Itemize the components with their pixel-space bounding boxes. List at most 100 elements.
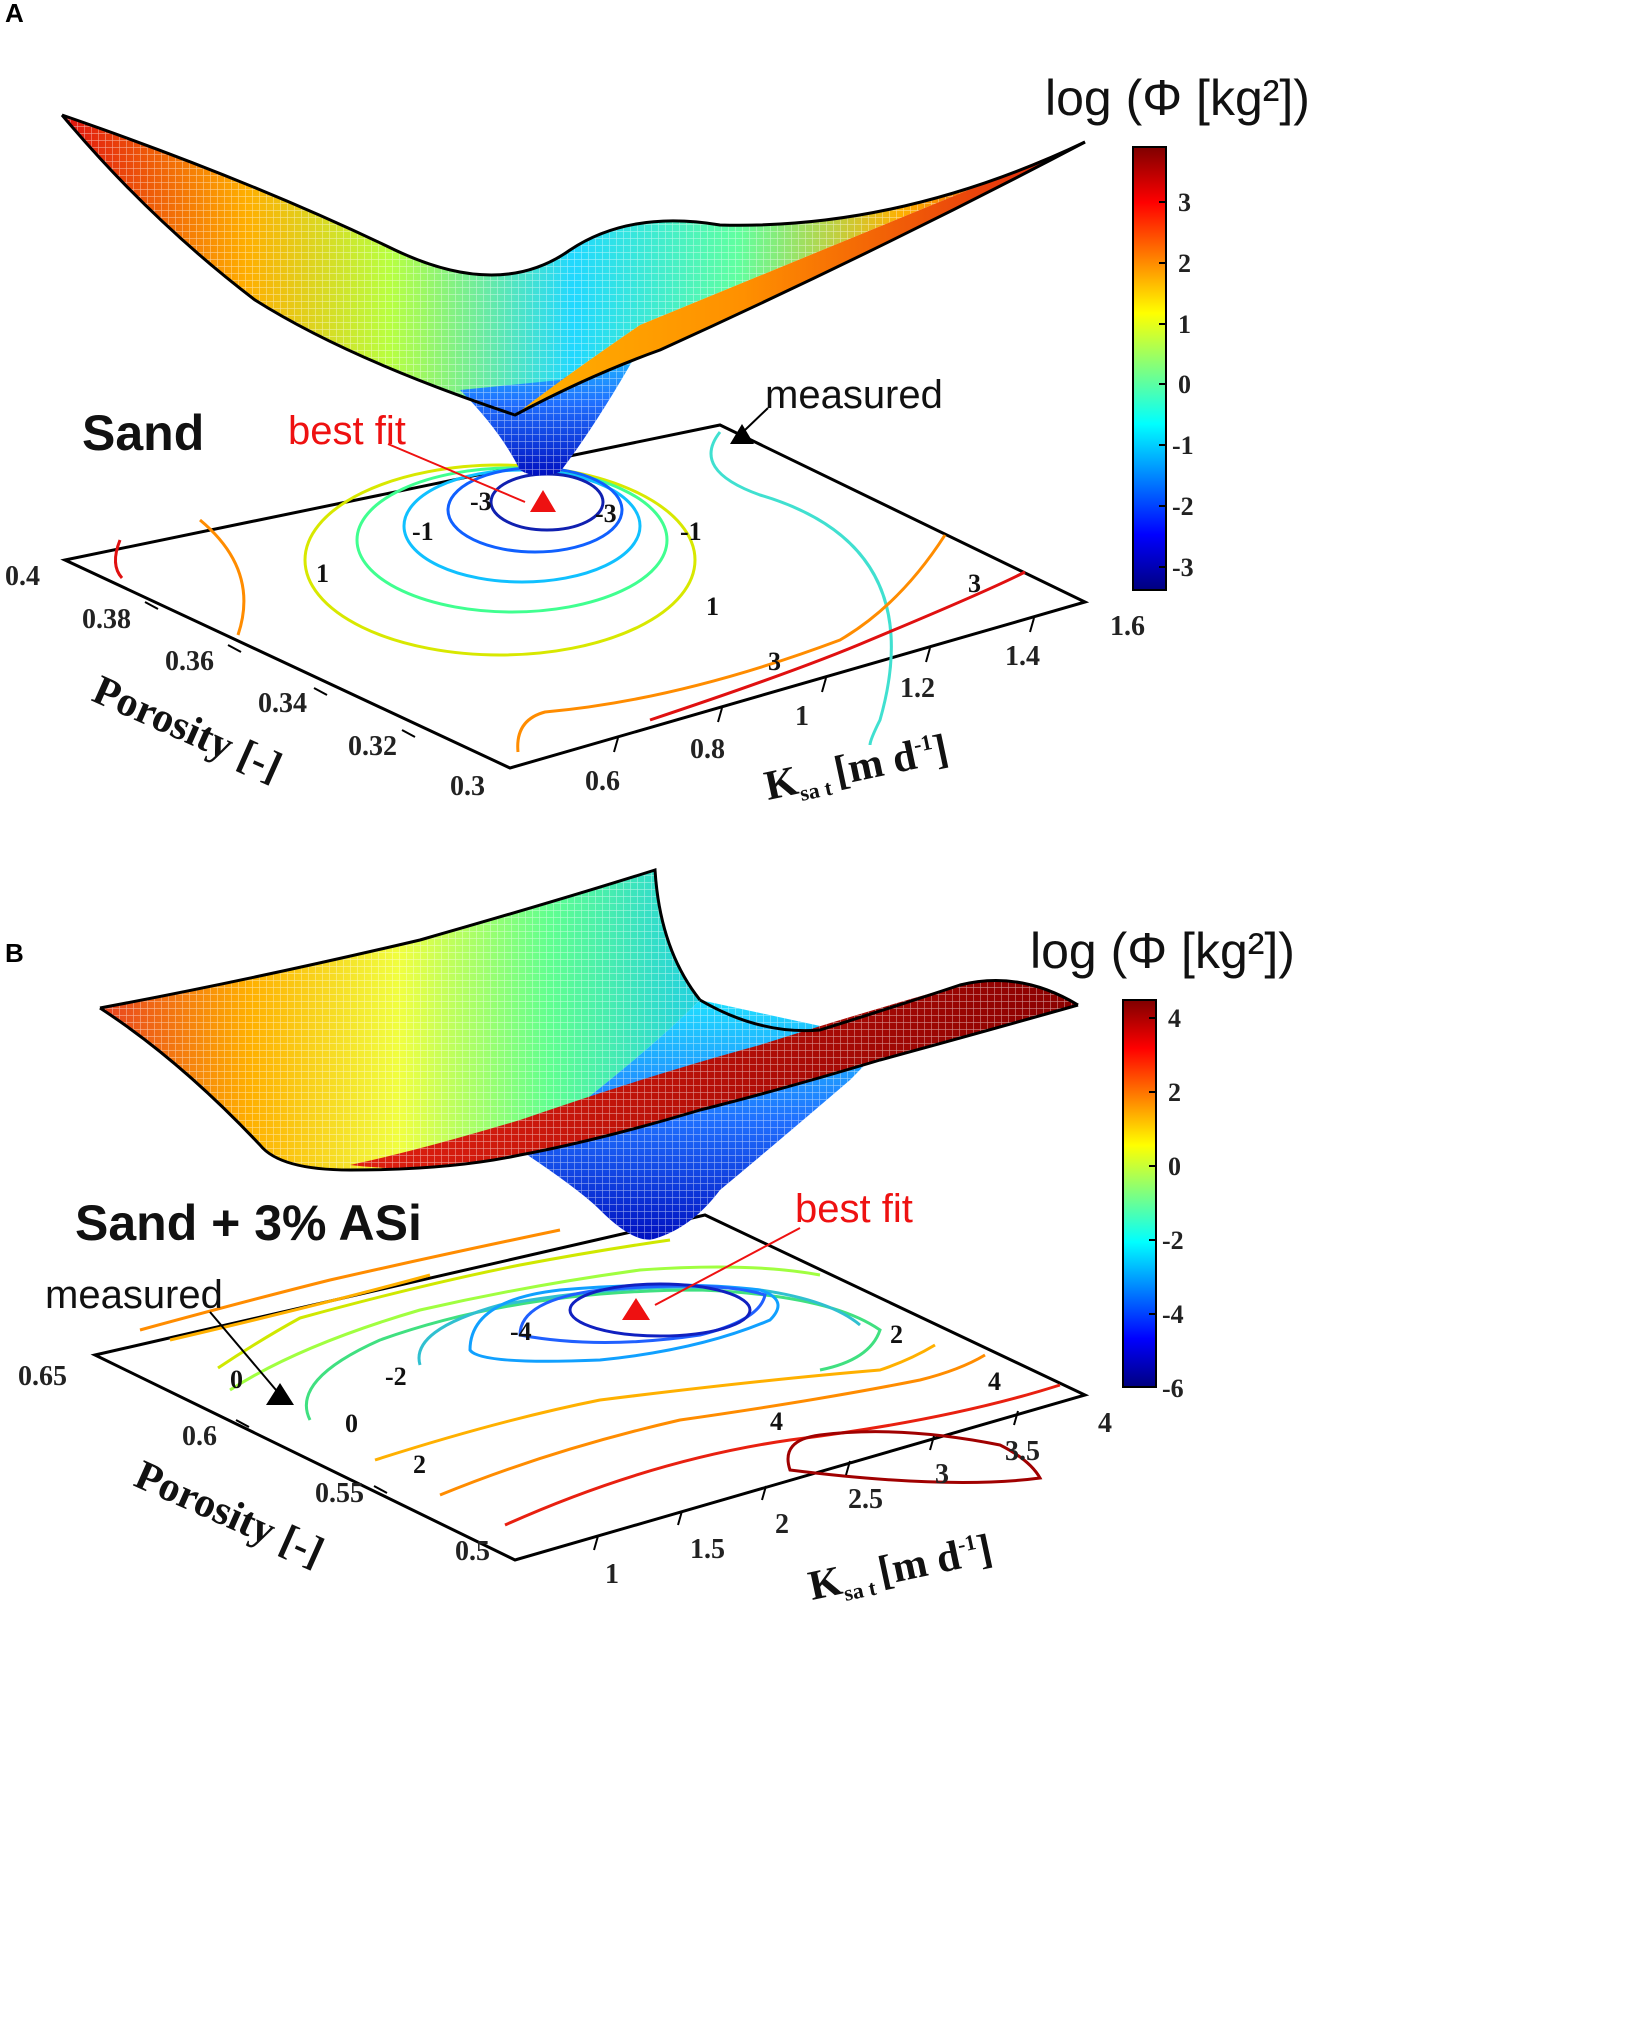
panel-a-ksat-ticks: 0.6 0.8 1 1.2 1.4 1.6 bbox=[585, 611, 1145, 797]
contour-label: 0 bbox=[345, 1409, 358, 1438]
contour-line bbox=[374, 1343, 936, 1462]
panel-a-best-fit-leader bbox=[387, 443, 526, 503]
panel-b-contours bbox=[139, 1228, 1061, 1527]
contour-line bbox=[468, 1283, 780, 1363]
panel-b-measured-leader bbox=[209, 1311, 277, 1391]
panel-b-ksat-axis-label: Ksa t[m d-1] bbox=[805, 1526, 997, 1613]
contour-line bbox=[169, 1273, 431, 1342]
cb-tick: -2 bbox=[1162, 1226, 1184, 1255]
contour-label: -1 bbox=[412, 517, 434, 546]
tick-label: 0.3 bbox=[450, 771, 485, 802]
contour-label: 2 bbox=[890, 1320, 903, 1349]
contour-label: -2 bbox=[385, 1362, 407, 1391]
tick-label: 0.55 bbox=[315, 1478, 364, 1509]
tick-label: 1.5 bbox=[690, 1534, 725, 1565]
panel-a-ksat-tickmarks bbox=[613, 617, 1035, 753]
panel-a-colorbar bbox=[1132, 146, 1167, 591]
contour-label: 4 bbox=[770, 1407, 783, 1436]
cb-tick: -1 bbox=[1172, 431, 1194, 460]
contour-line bbox=[568, 1282, 752, 1338]
tick-label: 1 bbox=[605, 1559, 619, 1590]
contour-label: -3 bbox=[470, 487, 492, 516]
tick-label: 1 bbox=[795, 701, 809, 732]
panel-b: B -4 -2 0 0 2 2 4 4 bbox=[5, 867, 1295, 1613]
panel-b-contour-labels: -4 -2 0 0 2 2 4 4 bbox=[230, 1317, 1001, 1479]
cb-tick: 4 bbox=[1168, 1004, 1181, 1033]
panel-a-colorbar-tickmarks bbox=[1159, 201, 1166, 568]
panel-b-porosity-ticks: 0.65 0.6 0.55 0.5 bbox=[18, 1361, 490, 1567]
panel-b-best-fit-marker bbox=[622, 1298, 650, 1320]
panel-a-best-fit-label: best fit bbox=[288, 409, 406, 453]
contour-line bbox=[139, 1228, 561, 1332]
panel-a-measured-leader bbox=[744, 407, 769, 431]
tick-label: 1.4 bbox=[1005, 641, 1040, 672]
contour-line bbox=[114, 539, 124, 580]
cb-tick: -2 bbox=[1172, 492, 1194, 521]
contour-label: 4 bbox=[988, 1367, 1001, 1396]
panel-a-surface bbox=[60, 113, 1086, 476]
contour-line bbox=[439, 1353, 986, 1497]
contour-label: 0 bbox=[230, 1365, 243, 1394]
contour-line bbox=[518, 1284, 767, 1344]
contour-label: 3 bbox=[968, 569, 981, 598]
contour-label: -1 bbox=[680, 517, 702, 546]
panel-b-ksat-tickmarks bbox=[593, 1410, 1019, 1551]
contour-line bbox=[303, 463, 697, 657]
contour-label: 3 bbox=[768, 647, 781, 676]
panel-b-surface bbox=[99, 867, 1079, 1240]
panel-b-colorbar-title: log (Φ [kg²]) bbox=[1030, 923, 1295, 979]
contour-line bbox=[786, 1430, 1043, 1484]
tick-label: 0.36 bbox=[165, 646, 214, 677]
contour-line bbox=[199, 518, 246, 636]
panel-b-best-fit-label: best fit bbox=[795, 1187, 913, 1231]
panel-a-contour-labels: -3 -3 -1 -1 1 1 3 3 bbox=[316, 487, 981, 676]
panel-a-colorbar-title: log (Φ [kg²]) bbox=[1045, 70, 1310, 126]
cb-tick: 2 bbox=[1168, 1078, 1181, 1107]
contour-label: -3 bbox=[595, 499, 617, 528]
contour-line bbox=[649, 570, 1026, 722]
panel-a-measured-marker bbox=[730, 424, 754, 444]
panel-a: A -3 -3 -1 -1 1 1 3 3 bbox=[5, 0, 1310, 813]
panel-b-base-plane bbox=[90, 1213, 1090, 1562]
tick-label: 0.38 bbox=[82, 604, 131, 635]
cb-tick: -4 bbox=[1162, 1300, 1184, 1329]
panel-a-porosity-ticks: 0.4 0.38 0.36 0.34 0.32 0.3 bbox=[5, 561, 485, 802]
contour-label: 1 bbox=[316, 559, 329, 588]
cb-tick: 2 bbox=[1178, 249, 1191, 278]
tick-label: 0.6 bbox=[585, 766, 620, 797]
panel-b-colorbar-ticks: 4 2 0 -2 -4 -6 bbox=[1162, 1004, 1184, 1403]
contour-line bbox=[217, 1238, 671, 1370]
tick-label: 0.6 bbox=[182, 1421, 217, 1452]
contour-label: -4 bbox=[510, 1317, 532, 1346]
tick-label: 4 bbox=[1098, 1408, 1112, 1439]
contour-line bbox=[709, 431, 893, 746]
panel-b-best-fit-leader bbox=[654, 1227, 801, 1306]
panel-a-measured-label: measured bbox=[765, 373, 943, 417]
panel-a-letter: A bbox=[5, 0, 24, 28]
panel-a-ksat-axis-label: Ksa t[m d-1] bbox=[761, 726, 953, 813]
tick-label: 2 bbox=[775, 1509, 789, 1540]
cb-tick: 3 bbox=[1178, 188, 1191, 217]
tick-label: 0.5 bbox=[455, 1536, 490, 1567]
panel-a-material-label: Sand bbox=[82, 405, 204, 461]
panel-b-letter: B bbox=[5, 938, 24, 968]
panel-b-porosity-tickmarks bbox=[235, 1419, 388, 1494]
tick-label: 0.34 bbox=[258, 688, 307, 719]
contour-line bbox=[504, 1383, 1061, 1527]
tick-label: 3.5 bbox=[1005, 1436, 1040, 1467]
cb-tick: 0 bbox=[1168, 1152, 1181, 1181]
panel-b-colorbar-tickmarks bbox=[1149, 1017, 1156, 1315]
tick-label: 0.4 bbox=[5, 561, 40, 592]
cb-tick: 1 bbox=[1178, 310, 1191, 339]
tick-label: 3 bbox=[935, 1459, 949, 1490]
tick-label: 1.6 bbox=[1110, 611, 1145, 642]
panel-b-ksat-ticks: 1 1.5 2 2.5 3 3.5 4 bbox=[605, 1408, 1112, 1590]
panel-b-material-label: Sand + 3% ASi bbox=[75, 1195, 422, 1251]
panel-b-measured-marker bbox=[266, 1383, 294, 1405]
tick-label: 0.32 bbox=[348, 731, 397, 762]
panel-b-porosity-axis-label: Porosity [-] bbox=[128, 1452, 330, 1576]
tick-label: 1.2 bbox=[900, 673, 935, 704]
panel-b-colorbar bbox=[1122, 999, 1157, 1388]
panel-a-colorbar-ticks: 3 2 1 0 -1 -2 -3 bbox=[1172, 188, 1194, 582]
